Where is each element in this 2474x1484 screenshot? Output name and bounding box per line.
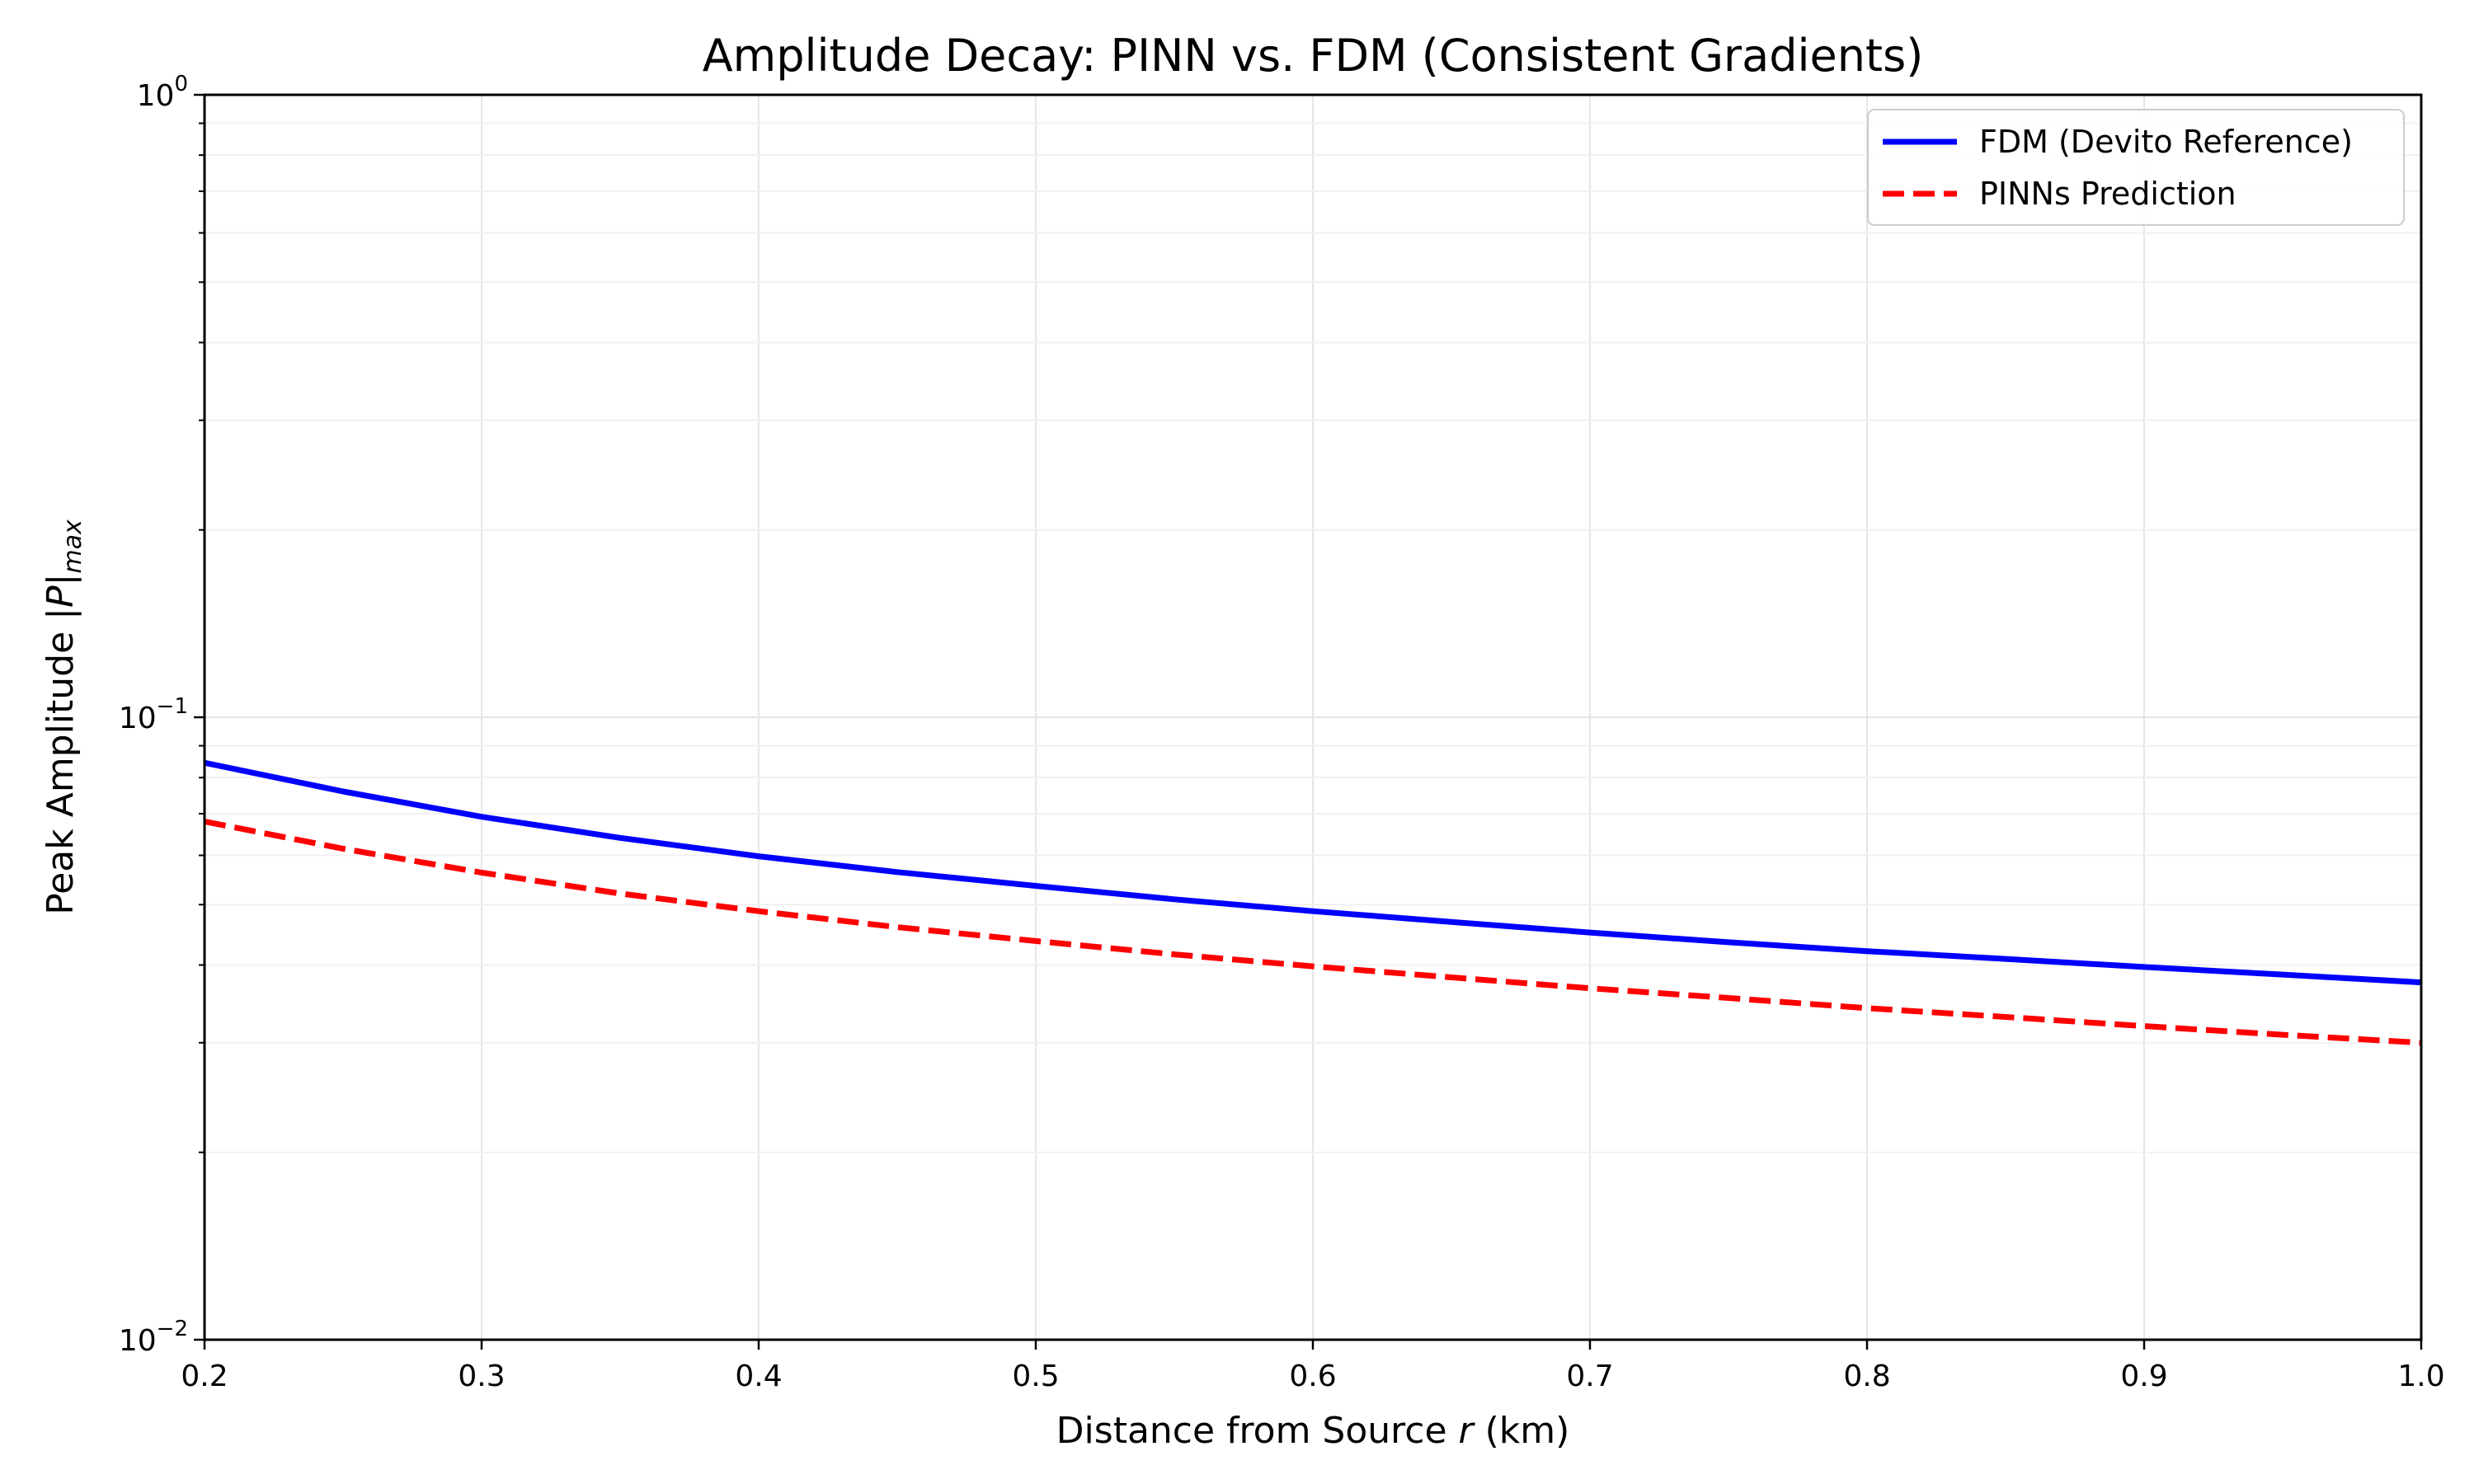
- x-tick-label: 0.9: [2120, 1360, 2167, 1393]
- x-axis-label: Distance from Source r (km): [1056, 1410, 1570, 1452]
- y-axis-label: Peak Amplitude |P|max: [40, 519, 87, 915]
- grid-layer: [204, 94, 2422, 1341]
- x-tick-label: 0.5: [1012, 1360, 1059, 1393]
- chart-title: Amplitude Decay: PINN vs. FDM (Consisten…: [703, 30, 1924, 82]
- y-tick-label: 100: [137, 72, 188, 113]
- series-line-fdm: [204, 759, 2422, 986]
- legend-label-pinn: PINNs Prediction: [1979, 176, 2236, 212]
- legend-box: [1867, 109, 2405, 226]
- y-tick-label: 10−2: [119, 1317, 188, 1358]
- x-tick-label: 0.6: [1289, 1360, 1336, 1393]
- series-line-pinn: [204, 819, 2422, 1046]
- x-tick-label: 0.2: [181, 1360, 228, 1393]
- y-tick-label: 10−1: [119, 694, 188, 735]
- x-tick-label: 1.0: [2397, 1360, 2444, 1393]
- tick-layer: 0.2 0.3 0.4 0.5 0.6 0.7 0.8 0.9 1.0 10−2 10−1 100: [119, 72, 2445, 1393]
- legend-label-fdm: FDM (Devito Reference): [1979, 124, 2353, 160]
- x-tick-label: 0.8: [1843, 1360, 1890, 1393]
- series-layer: [204, 759, 2422, 1046]
- legend: FDM (Devito Reference) PINNs Prediction: [1867, 109, 2405, 226]
- x-tick-label: 0.3: [458, 1360, 505, 1393]
- x-tick-label: 0.4: [735, 1360, 782, 1393]
- x-tick-label: 0.7: [1566, 1360, 1613, 1393]
